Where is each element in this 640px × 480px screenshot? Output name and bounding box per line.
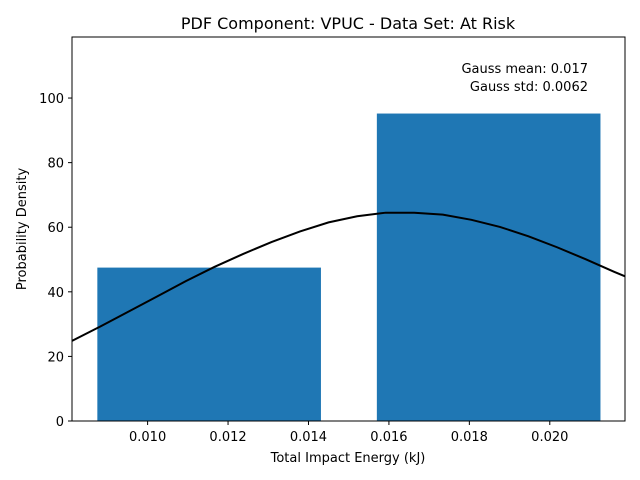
- histogram-bar-2: [376, 113, 601, 422]
- x-tick-label: 0.016: [370, 430, 407, 445]
- bars-layer: [97, 113, 601, 422]
- histogram-bar-1: [97, 267, 321, 421]
- x-tick-label: 0.010: [129, 430, 166, 445]
- x-tick-label: 0.012: [209, 430, 246, 445]
- x-tick-label: 0.014: [290, 430, 327, 445]
- x-tick-label: 0.020: [531, 430, 568, 445]
- y-tick-label: 0: [56, 415, 64, 430]
- chart-title: PDF Component: VPUC - Data Set: At Risk: [181, 14, 516, 33]
- gauss-std-annotation: Gauss std: 0.0062: [470, 80, 588, 95]
- y-tick-label: 80: [47, 157, 64, 172]
- x-axis-label: Total Impact Energy (kJ): [270, 451, 426, 466]
- y-axis-ticks: 0 20 40 60 80 100: [39, 92, 72, 430]
- x-axis-ticks: 0.010 0.012 0.014 0.016 0.018 0.020: [129, 421, 568, 445]
- y-tick-label: 60: [47, 221, 64, 236]
- y-tick-label: 40: [47, 286, 64, 301]
- y-axis-label: Probability Density: [15, 168, 30, 291]
- x-tick-label: 0.018: [451, 430, 488, 445]
- plot-frame: [71, 36, 626, 422]
- y-tick-label: 20: [47, 350, 64, 365]
- gauss-curve: [71, 211, 626, 342]
- gauss-mean-annotation: Gauss mean: 0.017: [461, 62, 588, 77]
- plot-area: [71, 36, 626, 422]
- y-tick-label: 100: [39, 92, 64, 107]
